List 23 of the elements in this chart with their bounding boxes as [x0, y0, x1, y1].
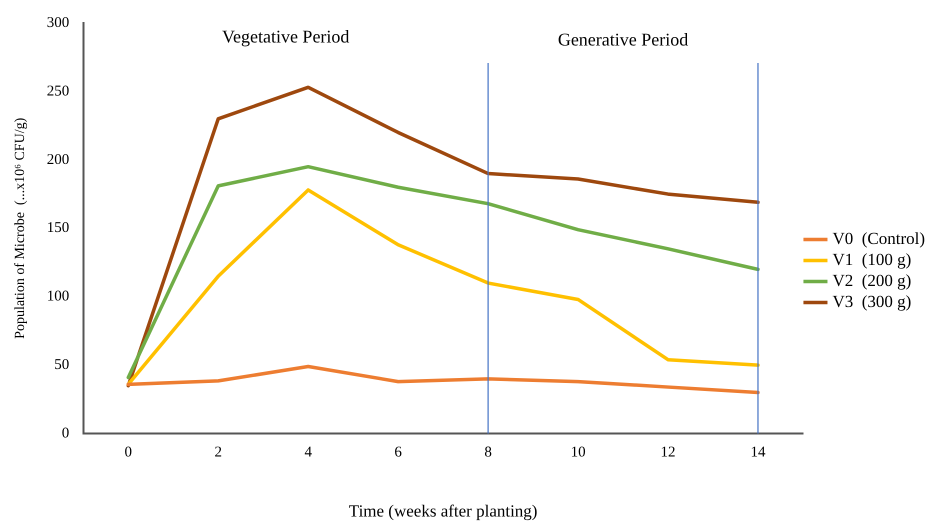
legend-label: V2 (200 g) [832, 270, 912, 290]
y-tick-label: 150 [46, 220, 70, 236]
x-tick-label: 2 [214, 444, 222, 461]
x-tick-label: 8 [484, 444, 492, 461]
x-tick-label: 0 [124, 444, 132, 461]
y-tick-label: 0 [62, 426, 70, 442]
x-axis-title: Time (weeks after planting) [348, 501, 538, 520]
y-tick-label: 50 [54, 357, 70, 374]
x-tick-label: 10 [570, 444, 586, 461]
annotation: Vegetative Period [222, 26, 350, 47]
legend-label: V0 (Control) [832, 228, 925, 248]
legend-label: V3 (300 g) [832, 292, 912, 311]
x-tick-label: 14 [750, 444, 766, 461]
x-tick-label: 4 [304, 444, 312, 461]
y-tick-label: 200 [46, 152, 70, 168]
x-tick-label: 6 [394, 444, 402, 461]
x-tick-label: 12 [660, 444, 676, 461]
legend-label: V1 (100 g) [832, 250, 912, 269]
y-tick-label: 250 [46, 83, 70, 100]
annotation: Generative Period [558, 30, 688, 50]
y-axis-title: Population of Microbe (...x10⁶ CFU/g) [13, 117, 28, 339]
y-tick-label: 100 [46, 288, 70, 305]
y-tick-label: 300 [46, 14, 70, 31]
